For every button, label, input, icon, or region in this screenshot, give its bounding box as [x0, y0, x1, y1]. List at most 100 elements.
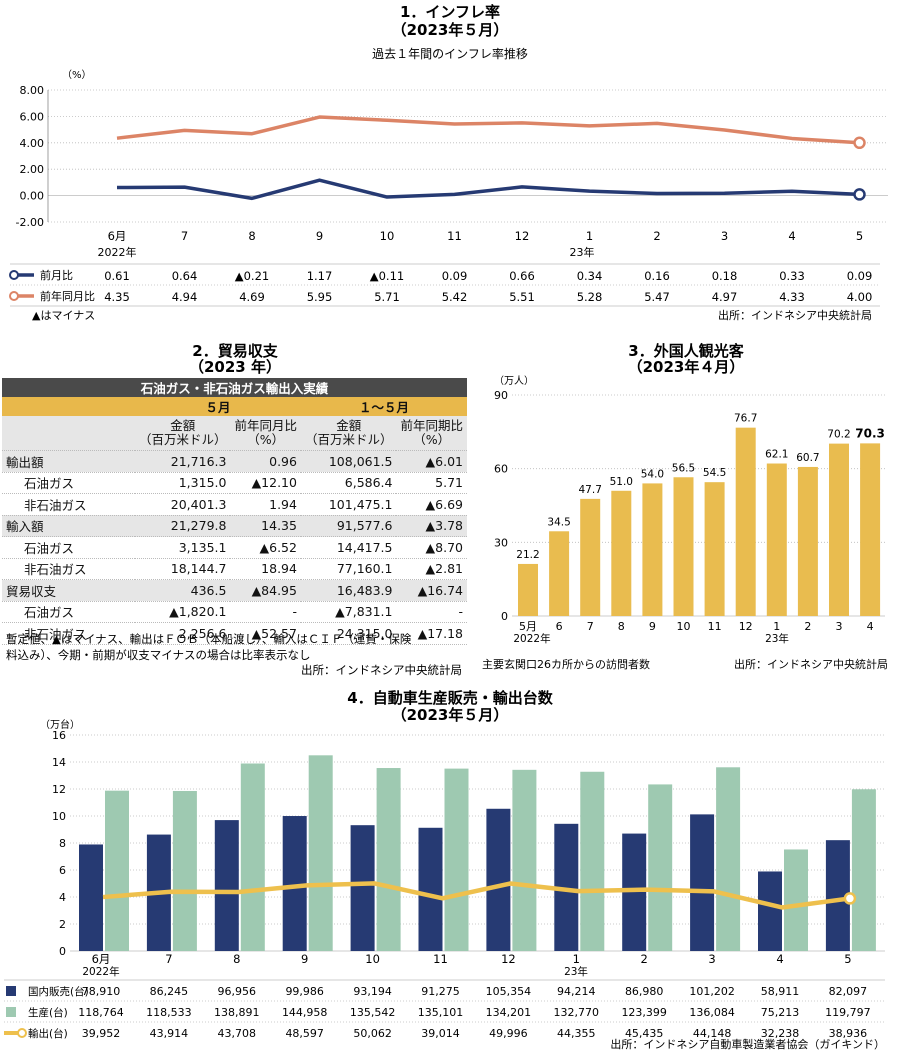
trade-col-yoy-month-label: 前年同月比: [234, 418, 297, 433]
x-tick-label: 11: [708, 620, 722, 633]
trade-cell: ▲8.70: [396, 536, 467, 559]
x-tick-label: 7: [165, 952, 172, 966]
yoy-value: 5.42: [442, 290, 468, 304]
bar-value-label: 21.2: [516, 549, 539, 561]
production-bar: [716, 767, 741, 951]
y-tick-label: 16: [52, 729, 66, 742]
production-bar: [648, 784, 673, 951]
x-tick-label: 6月: [92, 952, 111, 966]
x-tick-label: 9: [649, 620, 656, 633]
mom-value: 0.66: [509, 269, 535, 283]
inflation-title: 1．インフレ率: [400, 3, 500, 21]
trade-cell: ▲6.01: [396, 450, 467, 473]
autos-subtitle: （2023年５月）: [392, 706, 509, 724]
trade-cell: 14,417.5: [300, 536, 397, 559]
tourist-bar: [829, 443, 849, 616]
production-bar: [376, 768, 401, 951]
trade-cell: -: [230, 601, 301, 623]
trade-cell: ▲6.69: [396, 493, 467, 516]
trade-header-blank: [2, 397, 135, 416]
trade-period-ytd: １～５月: [300, 397, 467, 416]
trade-table: 石油ガス・非石油ガス輸出入実績 ５月 １～５月 金額 （百万米ドル） 前年同月比（…: [2, 378, 467, 645]
trade-cell: 18,144.7: [134, 558, 231, 580]
x-tick-label: 12: [739, 620, 753, 633]
y-tick-label: 6.00: [20, 110, 45, 123]
trade-cell: ▲17.18: [396, 622, 467, 645]
trade-row: 貿易収支 436.5 ▲84.95 16,483.9 ▲16.74: [2, 579, 467, 602]
year-label: 2022年: [82, 965, 119, 978]
trade-col-amount-unit: （百万米ドル）: [138, 432, 227, 447]
tourists-plot: 90 60 30 0 21.2 5月 34.5 6 47.7 7 51.0 8 54.0 9 56.5 10 5…: [494, 389, 885, 645]
production-bar: [172, 790, 197, 951]
trade-row-label: 非石油ガス: [2, 558, 135, 580]
x-tick-label: 11: [433, 952, 448, 966]
trade-cell: 24,315.0: [300, 622, 397, 645]
export-value: 43,914: [150, 1027, 189, 1040]
trade-row-label: 輸入額: [2, 515, 135, 537]
x-tick-label: 3: [721, 229, 728, 243]
trade-cell: 20,401.3: [134, 493, 231, 516]
trade-row: 石油ガス ▲1,820.1- ▲7,831.1-: [2, 601, 467, 623]
production-value: 136,084: [689, 1006, 735, 1019]
autos-title: 4．自動車生産販売・輸出台数: [347, 689, 553, 707]
trade-row-label: 非石油ガス: [2, 622, 135, 645]
mom-value: 0.33: [779, 269, 805, 283]
production-value: 135,101: [418, 1006, 464, 1019]
production-value: 118,533: [146, 1006, 192, 1019]
production-value: 144,958: [282, 1006, 328, 1019]
mom-value: 0.34: [577, 269, 603, 283]
y-tick-label: 60: [494, 463, 508, 476]
y-tick-label: 12: [52, 783, 66, 796]
domestic-value: 96,956: [218, 985, 257, 998]
x-tick-label: 5: [856, 229, 863, 243]
x-tick-label: 2: [641, 952, 648, 966]
trade-cell: 77,160.1: [300, 558, 397, 580]
domestic-bar: [79, 844, 103, 951]
mom-value: 0.16: [644, 269, 670, 283]
x-tick-label: 2: [804, 620, 811, 633]
export-legend-label: 輸出(台): [28, 1027, 68, 1040]
domestic-value: 86,980: [625, 985, 664, 998]
trade-col-pct: （%）: [413, 432, 451, 447]
trade-col-yoy-month: 前年同月比 （%）: [230, 416, 301, 451]
production-bar: [444, 768, 469, 951]
year-label: 2022年: [98, 245, 137, 259]
production-legend-swatch: [6, 1007, 16, 1017]
tourist-bar: [611, 490, 632, 616]
export-value: 45,435: [625, 1027, 664, 1040]
inflation-note: ▲はマイナス: [32, 309, 95, 322]
bar-value-label: 56.5: [672, 462, 695, 474]
domestic-value: 105,354: [486, 985, 532, 998]
export-legend-marker: [17, 1028, 27, 1038]
production-bar: [512, 769, 537, 951]
production-bar: [308, 755, 333, 951]
autos-unit: （万台）: [40, 718, 80, 731]
trade-cell: ▲52.57: [230, 622, 301, 645]
trade-cell: ▲2.81: [396, 558, 467, 580]
y-tick-label: 0: [59, 945, 66, 958]
y-tick-label: 4: [59, 891, 66, 904]
domestic-value: 58,911: [761, 985, 800, 998]
domestic-legend-swatch: [6, 986, 16, 996]
trade-col-yoy-period-label: 前年同期比: [400, 418, 463, 433]
tourists-unit: （万人）: [494, 375, 534, 387]
trade-cell: ▲16.74: [396, 579, 467, 602]
trade-cell: 436.5: [134, 579, 231, 602]
domestic-bar: [418, 827, 443, 951]
trade-cell: 2,256.6: [134, 622, 231, 645]
trade-cell: ▲6.52: [230, 536, 301, 559]
mom-legend-label: 前月比: [40, 268, 73, 282]
production-bar: [105, 790, 129, 951]
trade-row-label: 輸出額: [2, 450, 135, 473]
autos-value-table: 国内販売(台) 生産(台) 輸出(台) 78,910 86,245 96,956 99,98…: [4, 979, 885, 1040]
trade-row-label: 石油ガス: [2, 601, 135, 623]
trade-col-amount-label: 金額: [170, 418, 196, 433]
trade-cell: 21,716.3: [134, 450, 231, 473]
export-value: 48,597: [285, 1027, 324, 1040]
trade-cell: 91,577.6: [300, 515, 397, 537]
domestic-value: 101,202: [689, 985, 735, 998]
production-legend-label: 生産(台): [28, 1006, 68, 1019]
trade-row-label: 貿易収支: [2, 579, 135, 602]
x-tick-label: 9: [316, 229, 323, 243]
tourist-bar: [860, 443, 881, 616]
